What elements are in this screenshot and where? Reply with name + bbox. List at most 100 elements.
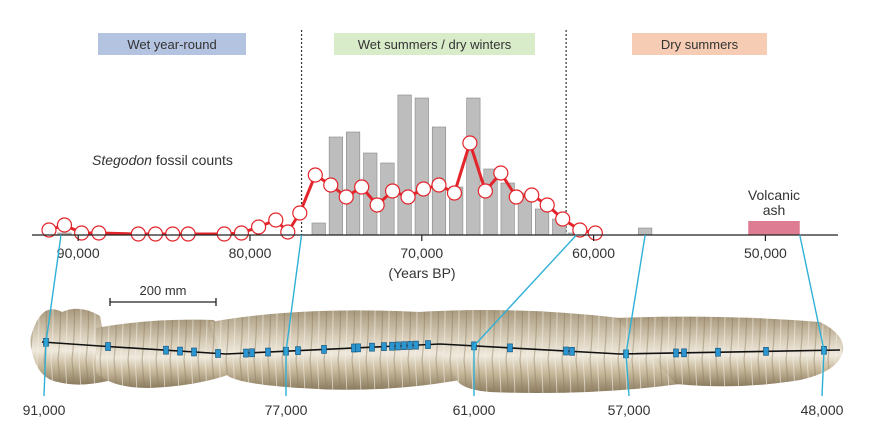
period-box-0 — [98, 33, 246, 55]
connector-top-3 — [625, 234, 646, 355]
trend-point-0 — [41, 222, 57, 238]
connector-top-4 — [799, 234, 825, 351]
stalagmite-section-4-bands — [418, 310, 680, 393]
climate-period-labels: Wet year-round Wet summers / dry winters D… — [98, 33, 767, 55]
connector-top-1 — [285, 234, 303, 352]
trend-point-12 — [280, 224, 296, 240]
trend-point-13 — [292, 205, 308, 221]
ash-bar — [748, 221, 800, 235]
series-label-italic: Stegodon — [92, 152, 152, 168]
sample-marker-21 — [425, 340, 431, 349]
scale-bar-label: 200 mm — [140, 283, 187, 298]
ash-label-line-1: ash — [763, 202, 786, 218]
sample-marker-24 — [563, 346, 569, 356]
stalagmite-section-3-bands — [210, 310, 460, 390]
trend-point-2 — [74, 225, 90, 241]
sample-marker-25 — [569, 347, 575, 356]
connector-bottom-4 — [821, 350, 825, 397]
period-box-2 — [632, 33, 767, 55]
period-box-1 — [334, 33, 535, 55]
period-label-0: Wet year-round — [127, 37, 216, 52]
trend-point-18 — [369, 197, 385, 213]
sample-marker-7 — [249, 348, 255, 358]
sample-age-labels: 91,000 77,000 61,000 57,000 48,000 — [23, 402, 844, 418]
series-label: Stegodon fossil counts — [92, 152, 233, 168]
sample-marker-6 — [243, 348, 249, 358]
bar-15 — [397, 94, 412, 236]
sample-marker-20 — [413, 340, 419, 350]
trend-point-9 — [233, 225, 250, 241]
connector-bottom-0 — [43, 342, 47, 397]
sample-marker-5 — [215, 349, 221, 358]
trend-point-32 — [587, 225, 603, 241]
sample-marker-8 — [265, 347, 271, 357]
sample-marker-11 — [321, 345, 327, 354]
tick-label-1: 80,000 — [229, 245, 272, 261]
trend-point-1 — [56, 217, 73, 233]
ash-label-line-0: Volcanic — [748, 187, 800, 203]
sample-marker-23 — [507, 343, 513, 353]
trend-point-10 — [250, 219, 267, 235]
sample-marker-2 — [163, 345, 169, 355]
trend-point-26 — [493, 165, 509, 181]
trend-point-17 — [354, 179, 370, 195]
sample-marker-1 — [105, 342, 111, 351]
stalagmite-image — [30, 308, 844, 393]
bar-23 — [535, 208, 550, 236]
sample-marker-14 — [369, 342, 375, 352]
trend-point-19 — [384, 183, 401, 199]
trend-point-22 — [431, 177, 447, 193]
trend-point-11 — [268, 212, 284, 228]
sample-marker-13 — [355, 343, 361, 353]
trend-point-28 — [524, 187, 540, 203]
trend-point-21 — [415, 181, 432, 197]
sample-marker-28 — [681, 348, 687, 358]
sample-marker-27 — [673, 348, 679, 358]
connector-top-0 — [45, 234, 62, 343]
trend-point-4 — [130, 226, 146, 242]
bar-10 — [311, 222, 326, 236]
trend-point-31 — [572, 222, 588, 238]
sample-marker-15 — [381, 342, 387, 351]
trend-point-5 — [147, 226, 164, 242]
trend-point-20 — [400, 189, 416, 205]
trend-point-24 — [462, 135, 478, 151]
trend-point-30 — [555, 211, 571, 227]
connector-bottom-3 — [625, 353, 630, 397]
sample-marker-3 — [177, 346, 183, 356]
sample-age-label-2: 61,000 — [453, 402, 496, 418]
tick-label-2: 70,000 — [400, 245, 443, 261]
trend-point-29 — [539, 197, 555, 213]
trend-point-3 — [91, 225, 107, 241]
trend-point-7 — [180, 226, 196, 242]
trend-point-23 — [446, 185, 463, 201]
sample-marker-4 — [191, 347, 197, 357]
trend-point-8 — [216, 226, 232, 242]
trend-point-16 — [338, 189, 354, 205]
trend-point-15 — [323, 177, 339, 193]
sample-age-label-1: 77,000 — [265, 402, 308, 418]
period-label-2: Dry summers — [661, 37, 739, 52]
sample-marker-29 — [715, 347, 721, 357]
tick-label-3: 60,000 — [572, 245, 615, 261]
x-axis-ticks: 90,000 80,000 70,000 60,000 50,000 — [57, 235, 787, 261]
trend-point-14 — [307, 167, 323, 183]
sample-age-label-4: 48,000 — [801, 402, 844, 418]
sample-marker-30 — [763, 347, 769, 356]
bar-16 — [414, 97, 429, 236]
sample-marker-16 — [389, 341, 395, 351]
trend-point-6 — [165, 226, 181, 242]
trend-point-25 — [477, 183, 493, 199]
tick-label-0: 90,000 — [57, 245, 100, 261]
stalagmite-growth-axis — [41, 341, 841, 355]
x-axis-label: (Years BP) — [388, 265, 455, 281]
sample-age-label-0: 91,000 — [23, 402, 66, 418]
sample-age-label-3: 57,000 — [608, 402, 651, 418]
trend-point-27 — [508, 189, 524, 205]
series-label-rest: fossil counts — [152, 152, 233, 168]
connector-top-2 — [473, 234, 577, 347]
sample-marker-10 — [295, 346, 301, 355]
bar-26 — [638, 227, 653, 236]
